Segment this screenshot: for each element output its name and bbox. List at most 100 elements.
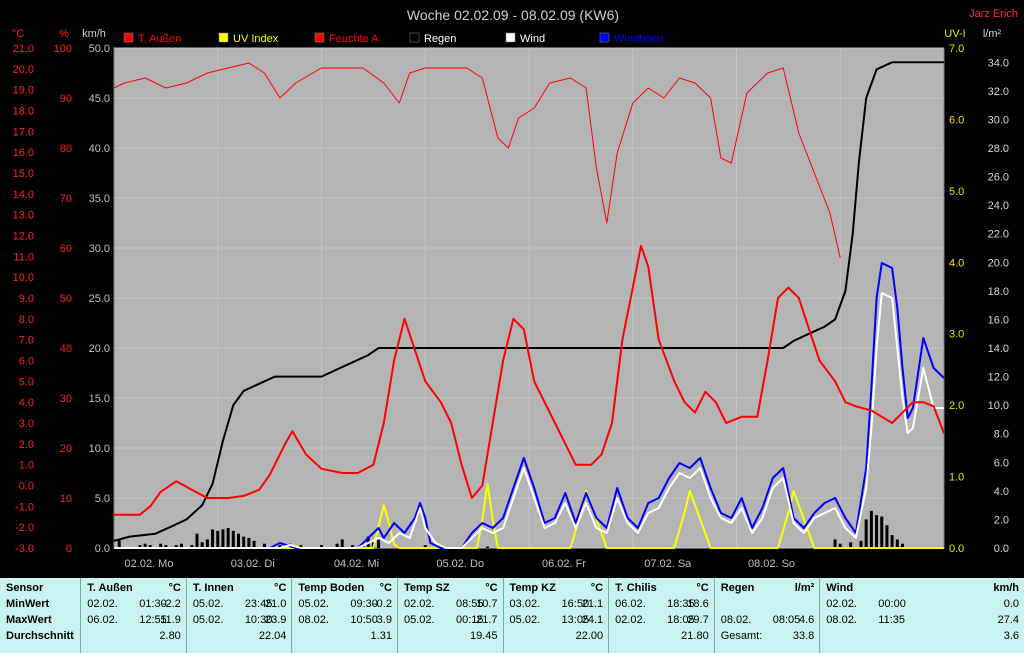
stat-value: 23.9	[264, 614, 287, 626]
rain-bar	[221, 529, 225, 548]
stat-value: 4.6	[798, 614, 815, 626]
rain-bar	[174, 545, 178, 548]
rain-bar	[278, 545, 282, 548]
stat-average: 1.31	[370, 630, 392, 642]
temp-tick-label: 12.0	[13, 231, 34, 243]
rain-bar	[901, 543, 904, 548]
x-axis-labels: 02.02. Mo 03.02. Di 04.02. Mi 05.02. Do 06.0…	[125, 558, 796, 570]
rain-tick-label: 24.0	[988, 200, 1009, 212]
temp-tick-label: 10.0	[13, 272, 34, 284]
wind-tick-label: 0.0	[95, 543, 110, 555]
right-axes: 0.0 1.0 2.0 3.0 4.0 5.0 6.0 7.0 0.0 2.0 4.0 6.0 8.0 1…	[949, 43, 1009, 555]
stats-sensor-column: Regen l/m² 08.02. 08:05 4.6 Gesamt: 33.8	[715, 578, 821, 653]
wind-tick-label: 25.0	[89, 293, 110, 305]
x-tick-label: 02.02. Mo	[125, 558, 174, 570]
stat-value: 3.9	[376, 614, 392, 626]
rain-bar	[869, 510, 873, 548]
sensor-name: Temp Boden	[298, 582, 365, 594]
stat-time: 00:00	[878, 598, 906, 610]
rain-tick-label: 14.0	[988, 343, 1009, 355]
stat-time: 09:30	[350, 598, 378, 610]
rain-tick-label: 0.0	[994, 543, 1009, 555]
left-axes: -3.0 -2.0 -1.0 0.0 1.0 2.0 3.0 4.0 5.0 6.0 7.0 8.0 9…	[13, 43, 110, 555]
stat-value: 27.4	[997, 614, 1020, 626]
rain-bar	[252, 540, 256, 548]
sensor-unit: °C	[590, 582, 604, 594]
rain-bar	[335, 543, 339, 548]
humidity-tick-label: 100	[54, 43, 72, 55]
stat-date: 05.02.	[509, 614, 541, 626]
rain-bar	[299, 545, 303, 548]
rain-bar	[864, 519, 868, 548]
stats-row-label: MaxWert	[6, 614, 52, 626]
stat-value: 21.1	[581, 598, 604, 610]
temp-tick-label: 19.0	[13, 85, 34, 97]
stat-average: 33.8	[792, 630, 815, 642]
legend-swatch	[218, 32, 229, 43]
stat-value: 18.6	[687, 598, 709, 610]
rain-tick-label: 30.0	[988, 114, 1009, 126]
stat-value: 21.0	[264, 598, 287, 610]
stat-date: 08.02.	[826, 614, 857, 626]
axis-unit-headers: °C% km/h UV-I l/m²	[12, 28, 1002, 40]
stat-time: 08:05	[772, 614, 801, 626]
stat-value: 0.0	[1003, 598, 1020, 610]
sensor-unit: °C	[696, 582, 709, 594]
sensor-name: Regen	[720, 582, 755, 594]
stat-average: 2.80	[159, 630, 181, 642]
rain-bar	[226, 528, 230, 548]
temp-tick-label: 14.0	[13, 189, 34, 201]
sensor-name: T. Innen	[192, 582, 234, 594]
rain-tick-label: 20.0	[988, 257, 1009, 269]
stats-row-label: Sensor	[6, 582, 44, 594]
temp-tick-label: 2.0	[19, 439, 34, 451]
legend-swatch	[123, 32, 134, 43]
stat-value: -0.2	[373, 598, 392, 610]
stat-average: 21.80	[681, 630, 709, 642]
sensor-unit: °C	[168, 582, 181, 594]
stats-sensor-column: Wind km/h 02.02. 00:00 0.0 08.02. 11:35 27.4 3.6	[820, 578, 1024, 653]
temp-tick-label: 20.0	[13, 64, 34, 76]
uv-tick-label: 4.0	[949, 257, 964, 269]
temp-tick-label: 4.0	[19, 397, 34, 409]
temp-unit: °C	[12, 28, 24, 40]
x-tick-label: 08.02. So	[748, 558, 795, 570]
temp-tick-label: 8.0	[19, 314, 34, 326]
legend-label: Feuchte A.	[329, 33, 382, 45]
stat-time: 18:05	[667, 614, 695, 626]
uv-tick-label: 3.0	[949, 329, 964, 341]
stat-total-label: Gesamt:	[720, 630, 763, 642]
rain-unit: l/m²	[983, 28, 1002, 40]
stats-sensor-column: Temp Boden °C 05.02. 09:30 -0.2 08.02. 10:50 3.…	[292, 578, 398, 653]
wind-tick-label: 35.0	[89, 193, 110, 205]
humidity-tick-label: 50	[60, 293, 72, 305]
author-label: Jarz Erich	[969, 8, 1018, 20]
legend-swatch	[409, 32, 420, 43]
stat-date: 06.02.	[615, 598, 646, 610]
stat-average: 3.6	[1003, 630, 1020, 642]
stat-value: 21.7	[476, 614, 498, 626]
rain-bar	[320, 545, 323, 548]
temp-tick-label: 17.0	[13, 126, 34, 138]
legend-swatch	[314, 32, 325, 43]
sensor-name: Temp SZ	[403, 582, 450, 594]
rain-bar	[242, 536, 246, 548]
humidity-line	[113, 62, 841, 259]
stat-value: 24.1	[581, 614, 604, 626]
stat-value: 11.9	[160, 614, 181, 626]
stat-time: 16:50	[561, 598, 590, 610]
chart-title: Woche 02.02.09 - 08.02.09 (KW6)	[407, 7, 619, 23]
uv-tick-label: 2.0	[949, 400, 964, 412]
rain-tick-label: 26.0	[988, 172, 1009, 184]
rain-bar	[890, 535, 894, 548]
temp-tick-label: 5.0	[19, 376, 34, 388]
rain-bar	[190, 545, 194, 548]
temp-tick-label: -2.0	[15, 522, 34, 534]
rain-tick-label: 22.0	[988, 229, 1009, 241]
sensor-name: Temp KZ	[509, 582, 556, 594]
stats-row-label: MinWert	[6, 598, 50, 610]
stat-value: -2.2	[161, 598, 181, 610]
rain-bar	[143, 543, 147, 548]
sensor-name: T. Chilis	[615, 582, 657, 594]
humidity-tick-label: 80	[60, 143, 72, 155]
